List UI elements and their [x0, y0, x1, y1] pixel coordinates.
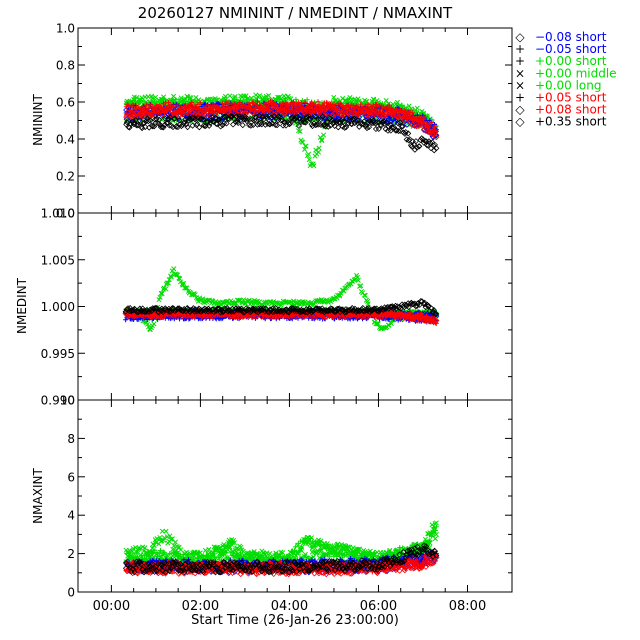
y-tick-label: 1.005 — [41, 253, 75, 267]
data-point — [400, 105, 406, 111]
panel-nminint-points — [123, 92, 440, 169]
data-point — [222, 93, 229, 100]
y-tick-label: 0.8 — [56, 59, 75, 73]
y-tick-label: 0.2 — [56, 170, 75, 184]
data-point — [152, 99, 158, 105]
data-point — [203, 97, 209, 103]
data-point — [266, 93, 272, 99]
data-point — [149, 95, 155, 101]
y-tick-label: 1.010 — [41, 207, 75, 221]
data-point — [306, 151, 312, 157]
data-point — [383, 97, 389, 104]
data-point — [138, 97, 144, 103]
data-point — [244, 97, 250, 103]
data-point — [321, 132, 327, 138]
data-point — [260, 97, 266, 103]
data-point — [176, 97, 182, 103]
data-point — [336, 98, 342, 104]
data-point — [319, 138, 325, 144]
y-tick-label: 0.4 — [56, 133, 75, 147]
data-point — [315, 149, 322, 155]
data-point — [234, 97, 240, 103]
data-point — [332, 98, 338, 104]
data-point — [406, 103, 412, 109]
data-point — [411, 107, 417, 113]
data-point — [192, 99, 198, 105]
data-point — [426, 115, 432, 121]
y-tick-label: 1.000 — [41, 300, 75, 314]
data-point — [134, 95, 140, 101]
data-point — [399, 102, 405, 108]
chart-title: 20260127 NMININT / NMEDINT / NMAXINT — [138, 4, 453, 22]
data-point — [170, 93, 177, 99]
data-point — [276, 96, 282, 102]
data-point — [282, 96, 288, 102]
data-point — [311, 163, 317, 169]
data-point — [293, 96, 299, 102]
y-tick-label: 0.995 — [41, 347, 75, 361]
data-point — [243, 93, 249, 99]
panel-nminint-ylabel: NMININT — [31, 93, 45, 145]
data-point — [316, 145, 322, 151]
panel-nmedint-ylabel: NMEDINT — [15, 277, 29, 334]
data-point — [303, 143, 309, 149]
data-point — [297, 128, 303, 134]
y-tick-label: 0.6 — [56, 96, 75, 110]
data-point — [257, 93, 263, 99]
data-point — [207, 98, 213, 104]
y-tick-label: 1.0 — [56, 22, 75, 36]
data-point — [141, 98, 147, 104]
data-point — [354, 99, 360, 105]
data-point — [306, 157, 312, 163]
data-point — [413, 108, 419, 114]
data-point — [288, 96, 294, 102]
data-point — [304, 97, 310, 103]
data-point — [286, 95, 292, 101]
data-point — [371, 96, 377, 103]
